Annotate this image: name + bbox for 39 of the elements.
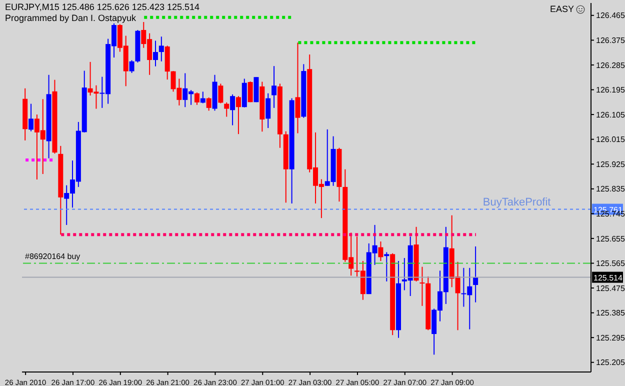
y-tick-label: 125.835 xyxy=(596,184,625,194)
y-tick-label: 126.105 xyxy=(596,110,625,120)
annotation: BuyTakeProfit xyxy=(482,196,551,208)
y-tick-label: 126.375 xyxy=(596,36,625,46)
y-tick-label: 126.195 xyxy=(596,86,625,95)
y-tick-label: 125.385 xyxy=(596,308,625,318)
candlestick xyxy=(295,42,300,134)
y-tick-label: 125.565 xyxy=(596,259,625,268)
y-tick-label: 126.285 xyxy=(596,60,625,70)
annotation: #86920164 buy xyxy=(25,252,80,262)
candlestick xyxy=(248,80,253,103)
y-tick-label: 125.655 xyxy=(596,234,625,244)
candlestick xyxy=(230,94,236,126)
candlestick xyxy=(272,66,277,108)
candlestick xyxy=(473,246,478,303)
chart-title: EURJPY,M15 125.486 125.626 125.423 125.514 xyxy=(5,2,200,13)
candlestick xyxy=(224,102,230,118)
y-tick-label: 125.475 xyxy=(596,284,625,293)
y-tick-label: 125.295 xyxy=(596,333,625,342)
candlestick xyxy=(200,91,206,104)
candlestick xyxy=(236,96,241,135)
y-tick-label: 125.205 xyxy=(596,358,625,368)
candlestick xyxy=(378,240,384,262)
candlestick xyxy=(152,40,158,67)
ref-line-label: 125.514 xyxy=(594,273,623,282)
candlestick xyxy=(218,83,224,104)
candlestick xyxy=(194,92,200,106)
candlestick xyxy=(158,36,164,62)
candlestick xyxy=(384,252,390,282)
text: EASY xyxy=(550,4,574,14)
candlestick xyxy=(129,60,134,74)
candlestick xyxy=(420,266,425,306)
text: Programmed by Dan I. Ostapyuk xyxy=(5,13,138,24)
candlestick xyxy=(266,92,271,129)
y-tick-label: 125.925 xyxy=(596,160,625,169)
y-tick-label: 126.465 xyxy=(596,11,625,20)
candlestick xyxy=(206,96,212,112)
candlestick xyxy=(28,103,34,132)
y-tick-label: 126.015 xyxy=(596,135,625,144)
